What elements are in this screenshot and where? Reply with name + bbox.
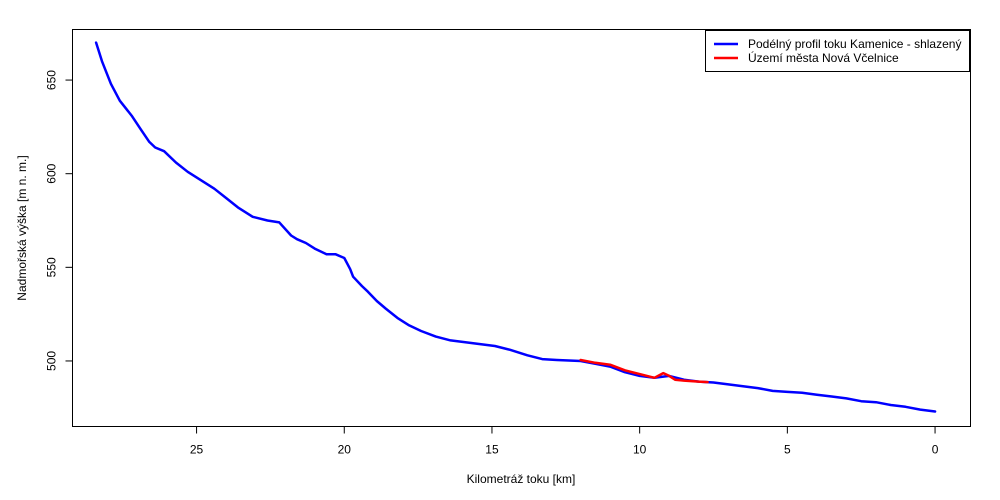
series-line-1 bbox=[579, 358, 709, 384]
x-tick-label-5: 0 bbox=[932, 443, 939, 457]
series-layer bbox=[94, 41, 937, 413]
y-axis-title: Nadmořská výška [m n. m.] bbox=[15, 155, 29, 300]
plot-frame bbox=[72, 29, 971, 427]
legend-box bbox=[705, 30, 970, 72]
series-line-0 bbox=[94, 41, 937, 413]
y-axis: 500 550 600 650 bbox=[45, 70, 73, 371]
legend: Podélný profil toku Kamenice - shlazený … bbox=[705, 30, 970, 72]
x-tick-label-0: 25 bbox=[190, 443, 204, 457]
y-tick-label-0: 500 bbox=[45, 351, 59, 371]
legend-label-0: Podélný profil toku Kamenice - shlazený bbox=[748, 37, 961, 51]
x-tick-label-4: 5 bbox=[784, 443, 791, 457]
y-tick-label-1: 550 bbox=[45, 257, 59, 277]
x-axis: 25 20 15 10 5 0 bbox=[190, 426, 939, 457]
legend-label-1: Území města Nová Včelnice bbox=[748, 50, 899, 65]
x-tick-label-1: 20 bbox=[338, 443, 352, 457]
y-tick-label-2: 600 bbox=[45, 163, 59, 183]
x-tick-label-2: 15 bbox=[485, 443, 499, 457]
x-axis-title: Kilometráž toku [km] bbox=[467, 472, 576, 486]
x-tick-label-3: 10 bbox=[633, 443, 647, 457]
y-tick-label-3: 650 bbox=[45, 70, 59, 90]
